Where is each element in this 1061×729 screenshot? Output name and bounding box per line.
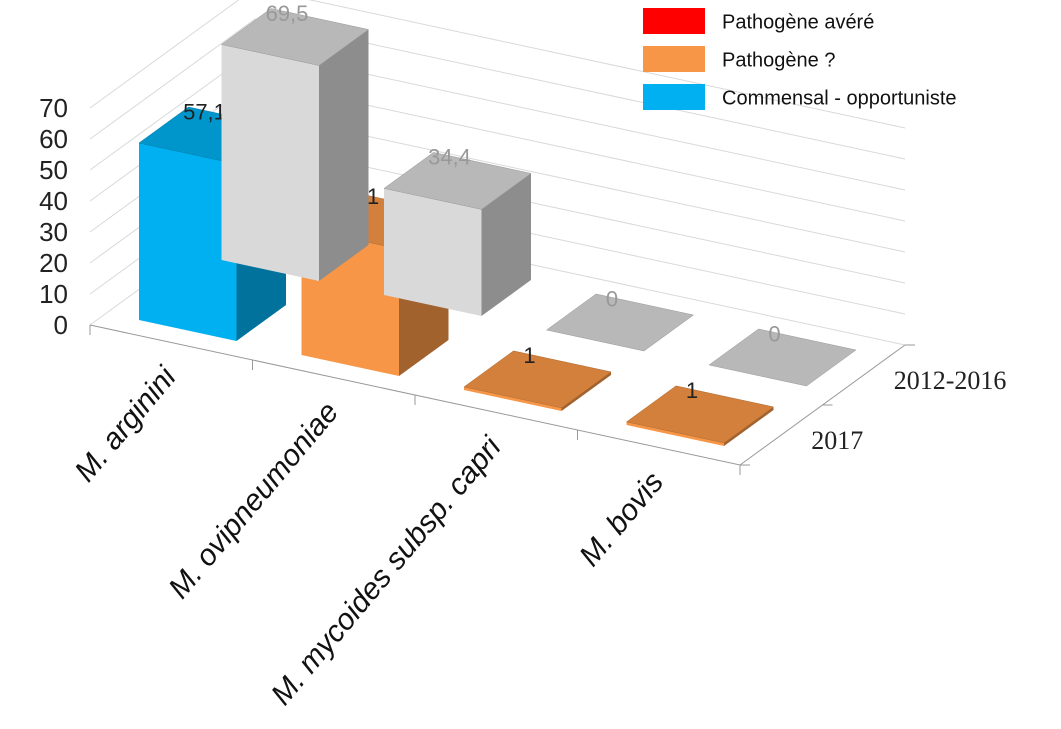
bar: [545, 293, 695, 352]
bar-front: [626, 421, 724, 446]
bar-top: [545, 293, 695, 352]
grid-line: [89, 0, 906, 129]
legend-label: Pathogène ?: [722, 49, 835, 71]
bar: [708, 328, 857, 387]
bar-side: [561, 371, 611, 411]
data-label: 0: [606, 286, 618, 311]
bar-top: [463, 350, 612, 409]
bar: [220, 8, 370, 281]
y-tick-label: 0: [54, 310, 68, 340]
bar-front: [464, 386, 562, 411]
bar-top: [220, 8, 370, 66]
series-label: 2012-2016: [894, 366, 1007, 395]
y-tick-label: 50: [39, 155, 68, 185]
x-tick-label: M. ovipneumoniae: [162, 396, 345, 605]
y-tick-label: 10: [39, 279, 68, 309]
y-tick-label: 30: [39, 217, 68, 247]
legend-swatch: [643, 84, 705, 110]
x-tick-label: M. bovis: [573, 466, 670, 573]
bar-front: [221, 44, 319, 281]
data-label: 1: [686, 378, 698, 403]
y-tick-label: 60: [39, 124, 68, 154]
bar-side: [481, 173, 531, 316]
legend-label: Commensal - opportuniste: [722, 87, 957, 109]
x-tick-label: M. mycoides subsp. capri: [265, 430, 509, 712]
data-label: 69,5: [266, 1, 309, 26]
data-label: 1: [523, 343, 535, 368]
grid-line: [89, 18, 906, 160]
legend-swatch: [643, 46, 705, 72]
bar-top: [708, 328, 857, 387]
x-tick-label: M. arginini: [68, 360, 183, 488]
bar-side: [724, 406, 774, 446]
y-tick-label: 70: [39, 93, 68, 123]
data-label: 57,1: [183, 99, 226, 124]
legend-label: Pathogène avéré: [722, 11, 874, 33]
legend-swatch: [643, 8, 705, 34]
y-tick-label: 20: [39, 248, 68, 278]
series-label: 2017: [811, 426, 863, 455]
bar: [383, 152, 532, 316]
bar-top: [625, 385, 775, 444]
data-label: 0: [768, 321, 780, 346]
bar: [625, 385, 775, 446]
bar-side: [319, 29, 369, 281]
bar-top: [383, 152, 532, 210]
bar: [463, 350, 612, 411]
y-tick-label: 40: [39, 186, 68, 216]
bar-front: [139, 143, 237, 341]
data-label: 34,4: [428, 145, 471, 170]
bar-front: [384, 188, 482, 316]
